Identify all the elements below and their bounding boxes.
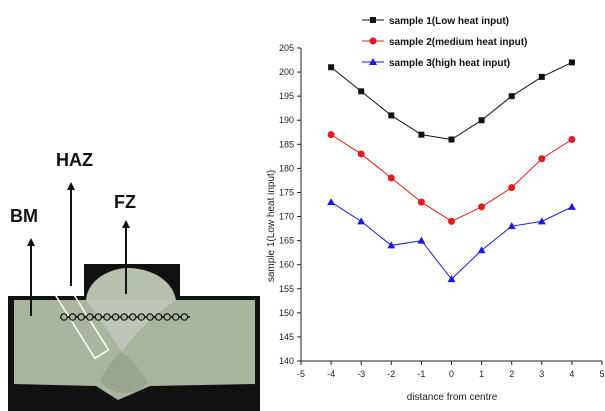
series-1-point	[508, 93, 515, 100]
hardness-chart: 1401451501551601651701751801851901952002…	[266, 16, 605, 403]
indentation-mark	[172, 313, 180, 321]
y-tick-label: 140	[279, 356, 294, 366]
series-1-point	[418, 131, 425, 138]
y-tick-label: 170	[279, 212, 294, 222]
fz-label: FZ	[114, 192, 136, 212]
series-1	[328, 59, 575, 143]
y-tick-label: 160	[279, 260, 294, 270]
indentation-mark	[86, 313, 94, 321]
y-tick-label: 200	[279, 67, 294, 77]
y-tick-label: 180	[279, 163, 294, 173]
indentation-mark	[77, 313, 86, 321]
series-1-point	[388, 112, 395, 119]
series-3-point	[507, 222, 516, 230]
y-tick-label: 165	[279, 236, 294, 246]
series-2-point	[478, 203, 486, 211]
series-2	[327, 131, 576, 225]
series-2-point	[387, 174, 395, 182]
legend-entry-2: sample 2(medium heat input)	[362, 37, 527, 48]
series-3-point	[537, 217, 546, 225]
x-tick-label: 0	[449, 369, 454, 379]
legend-entry-3: sample 3(high heat input)	[362, 58, 510, 69]
indentation-mark	[120, 313, 129, 321]
indentation-mark	[68, 313, 77, 321]
legend-marker	[369, 58, 377, 65]
bm-label: BM	[10, 206, 38, 226]
series-2-point	[508, 184, 516, 192]
weld-macrograph: BM HAZ FZ	[8, 150, 260, 411]
series-1-point	[358, 88, 365, 95]
y-axis-title: sample 1(Low heat input)	[266, 170, 277, 282]
y-tick-label: 155	[279, 284, 294, 294]
legend-label: sample 3(high heat input)	[389, 58, 510, 69]
series-3-point	[357, 217, 366, 225]
series-3-point	[567, 202, 576, 210]
series-2-point	[448, 217, 455, 225]
chart-axes	[300, 48, 602, 362]
x-tick-label: -5	[297, 369, 305, 379]
indentation-mark	[103, 313, 111, 321]
indentation-mark	[111, 313, 120, 321]
legend-label: sample 2(medium heat input)	[389, 37, 527, 48]
y-ticks: 140 145 150 155 160 165 170 175 180 185 190 195 200 2…	[279, 43, 301, 366]
series-2-line	[330, 134, 573, 222]
series-3-point	[417, 236, 426, 244]
series-2-point	[327, 131, 335, 139]
series-1-point	[448, 136, 455, 143]
series-3-point	[477, 246, 486, 254]
series-2-point	[417, 198, 425, 206]
y-tick-label: 195	[279, 91, 294, 101]
indentation-mark	[180, 313, 189, 321]
weld-cap	[86, 268, 176, 300]
series-1-point	[538, 73, 545, 80]
series-3-point	[447, 275, 456, 283]
x-tick-label: 4	[569, 369, 574, 379]
indentation-mark	[137, 313, 146, 321]
x-axis-title: distance from centre	[407, 392, 498, 403]
series-2-point	[568, 135, 576, 143]
series-3-point	[327, 198, 336, 206]
series-1-point	[478, 117, 485, 124]
fusion-zone-root	[100, 352, 148, 393]
series-1-line	[330, 61, 573, 141]
legend: sample 1(Low heat input) sample 2(medium …	[362, 16, 527, 69]
y-tick-label: 150	[279, 308, 294, 318]
legend-marker	[370, 17, 376, 23]
x-tick-label: 3	[539, 369, 544, 379]
series-1-point	[568, 59, 575, 66]
haz-label: HAZ	[56, 150, 93, 170]
indentation-row	[60, 313, 190, 321]
x-ticks: -5 -4 -3 -2 -1 0 1 2 3 4 5	[297, 361, 605, 379]
legend-label: sample 1(Low heat input)	[389, 16, 509, 27]
series-layer	[327, 59, 576, 283]
x-tick-label: -2	[387, 369, 395, 379]
y-tick-label: 145	[279, 332, 294, 342]
x-tick-label: 1	[479, 369, 484, 379]
series-3	[327, 198, 576, 283]
series-2-point	[538, 155, 546, 163]
x-tick-label: 5	[599, 369, 604, 379]
indentation-mark	[163, 313, 172, 321]
indentation-mark	[60, 313, 68, 321]
indentation-mark	[94, 313, 103, 321]
indentation-mark	[129, 313, 137, 321]
fusion-zone	[86, 300, 176, 352]
y-tick-label: 175	[279, 187, 294, 197]
series-3-point	[387, 241, 396, 249]
y-tick-label: 205	[279, 43, 294, 53]
x-tick-label: 2	[509, 369, 514, 379]
y-tick-label: 190	[279, 115, 294, 125]
series-3-line	[330, 201, 573, 280]
legend-marker	[369, 37, 377, 45]
x-tick-label: -1	[417, 369, 425, 379]
indentation-mark	[154, 313, 163, 321]
indentation-mark	[146, 313, 154, 321]
legend-entry-1: sample 1(Low heat input)	[362, 16, 509, 27]
x-tick-label: -3	[357, 369, 365, 379]
x-tick-label: -4	[327, 369, 335, 379]
y-tick-label: 185	[279, 139, 294, 149]
series-1-point	[328, 64, 335, 71]
series-2-point	[357, 150, 365, 158]
